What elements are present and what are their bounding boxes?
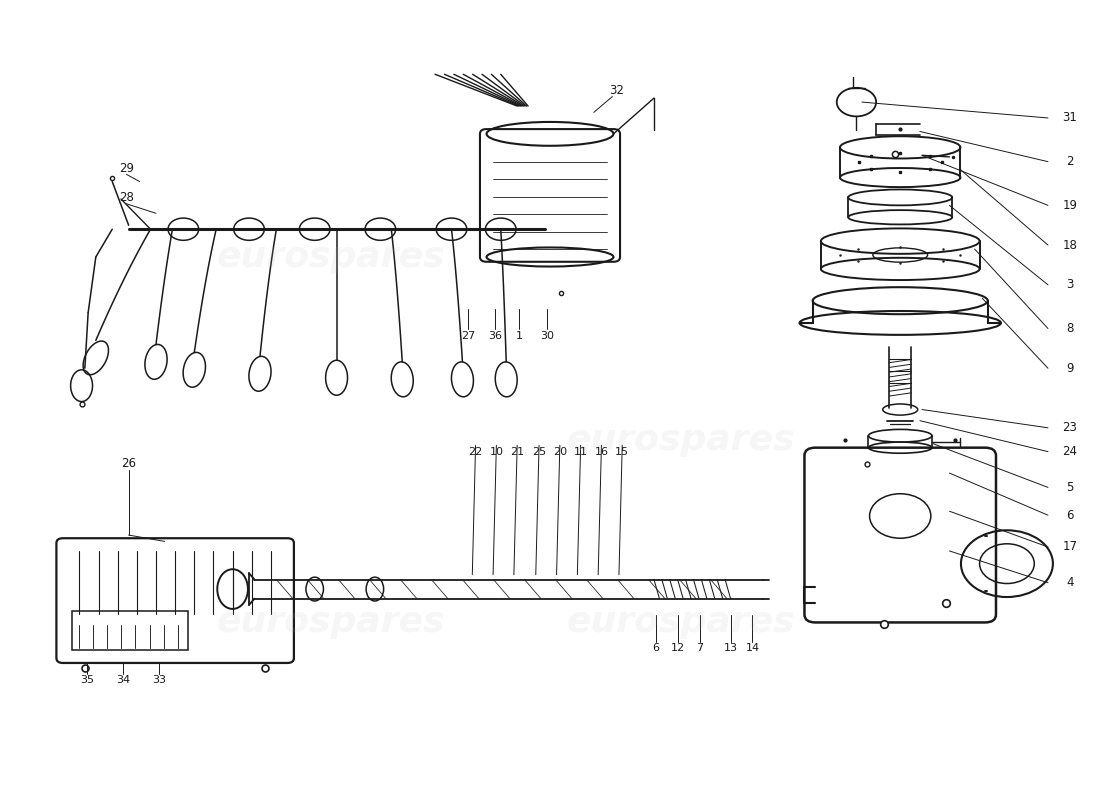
- Text: 23: 23: [1063, 422, 1077, 434]
- Text: 19: 19: [1063, 199, 1077, 212]
- Text: 18: 18: [1063, 238, 1077, 251]
- Text: 26: 26: [121, 457, 136, 470]
- Text: 2: 2: [1066, 155, 1074, 168]
- Text: 3: 3: [1066, 278, 1074, 291]
- Text: 15: 15: [615, 446, 629, 457]
- Text: 4: 4: [1066, 576, 1074, 590]
- Text: 30: 30: [540, 331, 553, 342]
- Text: 11: 11: [573, 446, 587, 457]
- Text: 31: 31: [1063, 111, 1077, 125]
- Text: eurospares: eurospares: [217, 606, 446, 639]
- Text: 7: 7: [696, 643, 704, 653]
- Text: 17: 17: [1063, 541, 1077, 554]
- Text: 13: 13: [724, 643, 738, 653]
- Text: 14: 14: [746, 643, 759, 653]
- Text: 29: 29: [119, 162, 134, 174]
- Text: 12: 12: [671, 643, 685, 653]
- Bar: [72, 611, 188, 650]
- Text: 32: 32: [609, 84, 624, 97]
- Text: eurospares: eurospares: [217, 240, 446, 274]
- Text: 25: 25: [532, 446, 546, 457]
- Text: 28: 28: [119, 191, 134, 204]
- Text: 21: 21: [510, 446, 525, 457]
- Text: 34: 34: [117, 675, 130, 686]
- Text: eurospares: eurospares: [566, 422, 795, 457]
- Text: 10: 10: [490, 446, 504, 457]
- Text: 36: 36: [488, 331, 503, 342]
- Text: 9: 9: [1066, 362, 1074, 374]
- Text: 8: 8: [1066, 322, 1074, 335]
- Text: 5: 5: [1066, 481, 1074, 494]
- Text: 27: 27: [461, 331, 475, 342]
- Text: 35: 35: [80, 675, 94, 686]
- Text: 6: 6: [1066, 509, 1074, 522]
- Text: 16: 16: [594, 446, 608, 457]
- Text: 6: 6: [652, 643, 660, 653]
- Text: eurospares: eurospares: [566, 606, 795, 639]
- Text: 33: 33: [152, 675, 166, 686]
- Text: 22: 22: [469, 446, 483, 457]
- Text: 24: 24: [1063, 445, 1077, 458]
- Text: 1: 1: [516, 331, 522, 342]
- Text: 20: 20: [553, 446, 566, 457]
